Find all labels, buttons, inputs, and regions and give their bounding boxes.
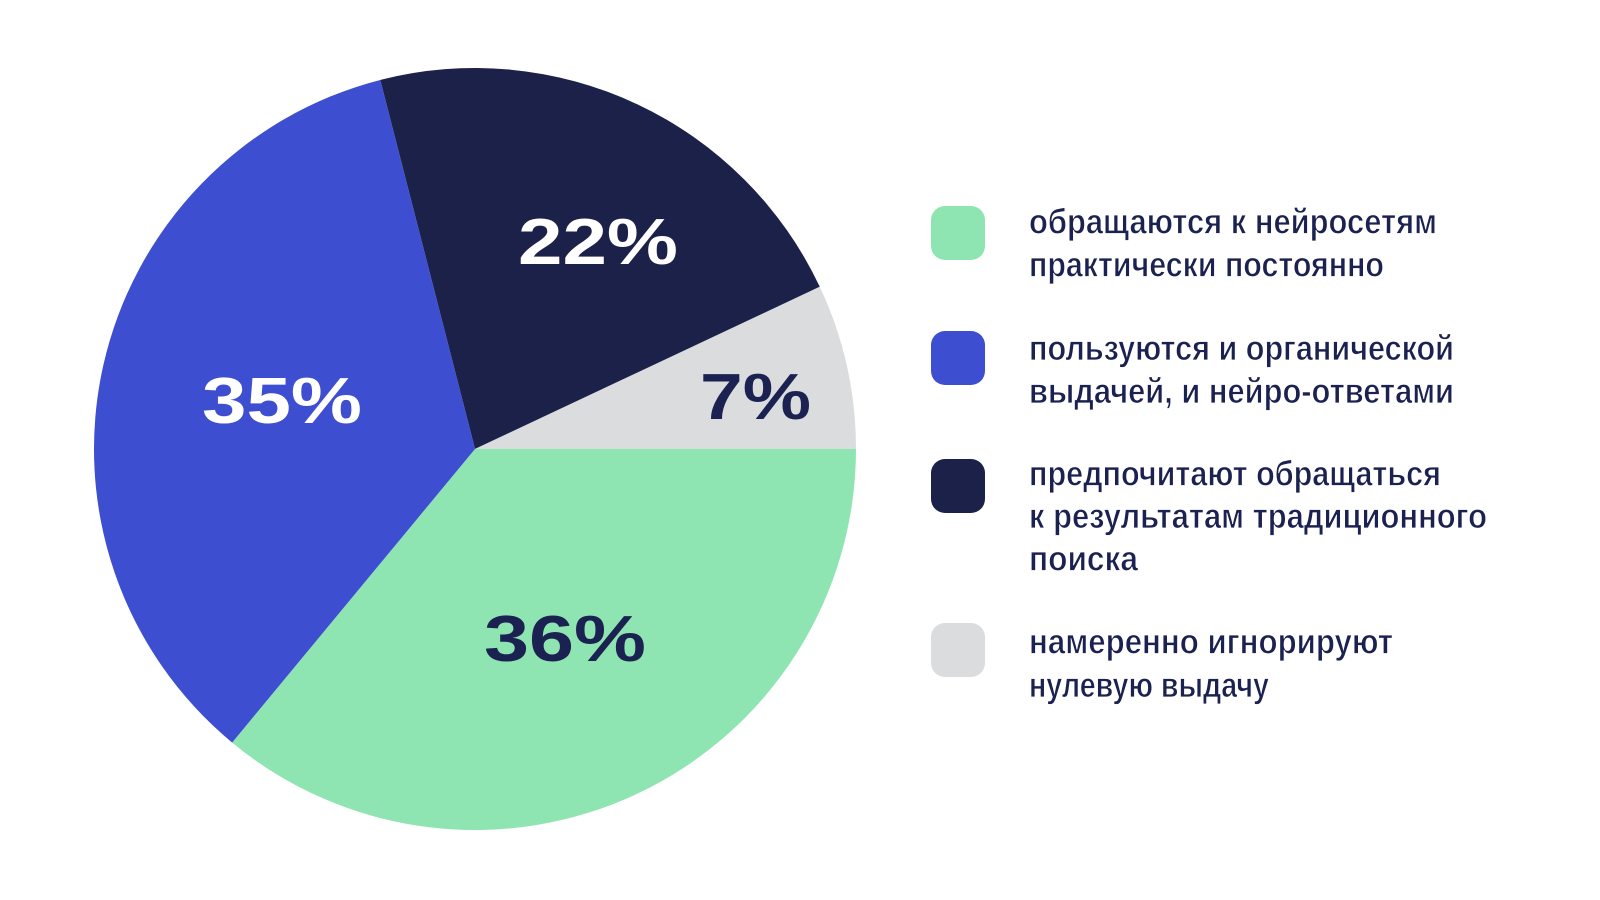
svg-text:нулевую выдачу: нулевую выдачу <box>1029 666 1269 705</box>
svg-text:обращаются к нейросетям: обращаются к нейросетям <box>1029 203 1437 242</box>
svg-text:практически постоянно: практически постоянно <box>1029 246 1384 285</box>
svg-text:22%: 22% <box>518 205 678 278</box>
svg-text:поиска: поиска <box>1029 540 1138 579</box>
svg-text:выдачей, и нейро-ответами: выдачей, и нейро-ответами <box>1029 372 1454 411</box>
svg-text:7%: 7% <box>700 360 811 433</box>
svg-text:36%: 36% <box>484 602 646 675</box>
svg-text:35%: 35% <box>202 364 362 437</box>
svg-text:намеренно игнорируют: намеренно игнорируют <box>1029 623 1393 662</box>
svg-text:пользуются и органической: пользуются и органической <box>1029 329 1454 368</box>
svg-text:предпочитают обращаться: предпочитают обращаться <box>1029 454 1441 493</box>
svg-text:к результатам традиционного: к результатам традиционного <box>1029 497 1487 536</box>
